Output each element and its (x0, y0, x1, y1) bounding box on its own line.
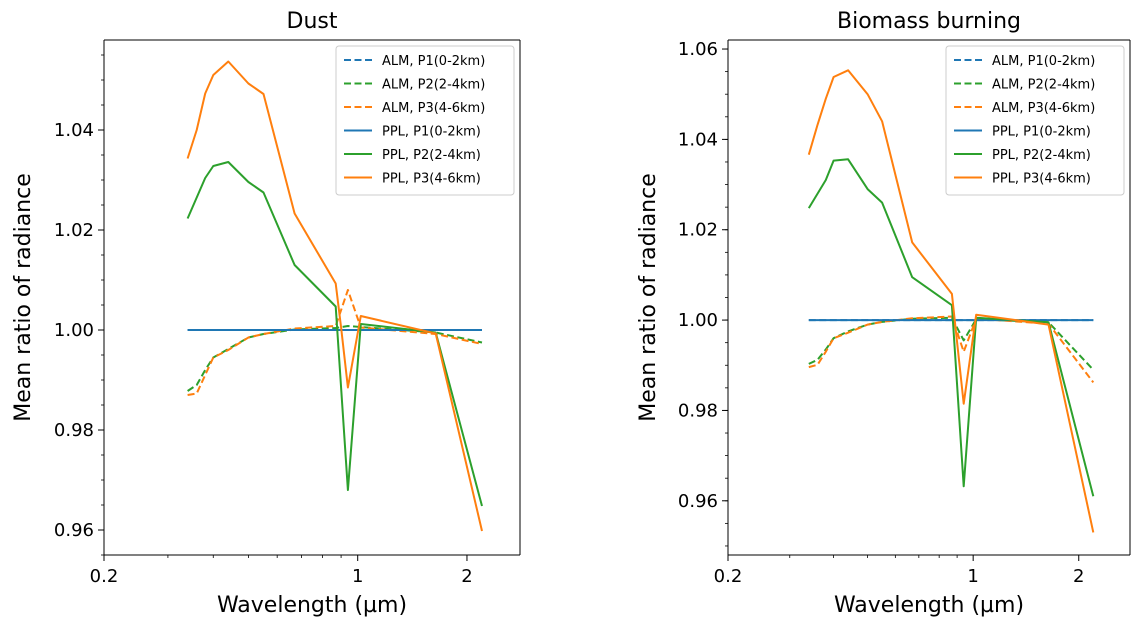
legend-label: ALM, P1(0-2km) (992, 54, 1095, 69)
legend-label: PPL, P2(2-4km) (992, 148, 1091, 163)
series-line-solid-p2 (807, 158, 1095, 497)
series-line-solid-p2 (186, 161, 483, 507)
legend-label: ALM, P3(4-6km) (382, 101, 485, 116)
legend-label: PPL, P1(0-2km) (382, 125, 481, 140)
chart-panel-dust: Dust 0.96 0.98 1.00 1.02 1.04 0.2 1 2 Wavelength … (11, 9, 521, 618)
plot-data (186, 60, 483, 532)
y-tick-label: 1.06 (678, 39, 718, 60)
x-axis-label: Wavelength (µm) (217, 593, 407, 618)
series-line-dashed-p2 (187, 325, 483, 392)
x-tick-label: 1 (352, 566, 363, 587)
y-tick-label: 0.96 (54, 520, 94, 541)
legend: ALM, P1(0-2km) ALM, P2(2-4km) ALM, P3(4-6k… (945, 45, 1125, 196)
x-axis-label: Wavelength (µm) (834, 593, 1024, 618)
legend-label: ALM, P1(0-2km) (382, 54, 485, 69)
series-line-dashed-p3 (808, 315, 1095, 384)
y-axis-label: Mean ratio of radiance (11, 173, 36, 422)
series-line-dashed-p2 (808, 316, 1095, 371)
chart-title: Biomass burning (837, 9, 1021, 34)
y-tick-label: 1.02 (54, 220, 94, 241)
legend-label: PPL, P1(0-2km) (992, 125, 1091, 140)
legend-label: ALM, P2(2-4km) (382, 78, 485, 93)
legend-label: PPL, P3(4-6km) (992, 172, 1091, 187)
series-line-solid-p3 (807, 69, 1095, 533)
y-axis-label: Mean ratio of radiance (636, 173, 661, 422)
y-tick-label: 1.02 (678, 220, 718, 241)
y-tick-label: 0.98 (678, 400, 718, 421)
legend-label: PPL, P3(4-6km) (382, 172, 481, 187)
chart-panel-biomass-burning: Biomass burning 0.96 0.98 1.00 1.02 1.04 1.06 0… (636, 9, 1131, 618)
x-tick-label: 2 (1073, 566, 1084, 587)
series-line-solid-p3 (186, 60, 483, 532)
x-tick-label: 2 (461, 566, 472, 587)
legend-label: ALM, P2(2-4km) (992, 78, 1095, 93)
y-tick-label: 1.04 (678, 129, 718, 150)
x-tick-label: 1 (967, 566, 978, 587)
legend-label: ALM, P3(4-6km) (992, 101, 1095, 116)
y-tick-label: 1.00 (54, 320, 94, 341)
y-tick-label: 0.96 (678, 491, 718, 512)
legend-frame (945, 45, 1125, 196)
chart-title: Dust (287, 9, 338, 34)
legend: ALM, P1(0-2km) ALM, P2(2-4km) ALM, P3(4-6k… (335, 45, 515, 196)
y-tick-label: 1.00 (678, 310, 718, 331)
legend-label: PPL, P2(2-4km) (382, 148, 481, 163)
plot-data (807, 69, 1095, 533)
x-tick-label: 0.2 (714, 566, 743, 587)
legend-frame (335, 45, 515, 196)
y-tick-label: 0.98 (54, 420, 94, 441)
x-tick-label: 0.2 (90, 566, 119, 587)
y-tick-label: 1.04 (54, 120, 94, 141)
